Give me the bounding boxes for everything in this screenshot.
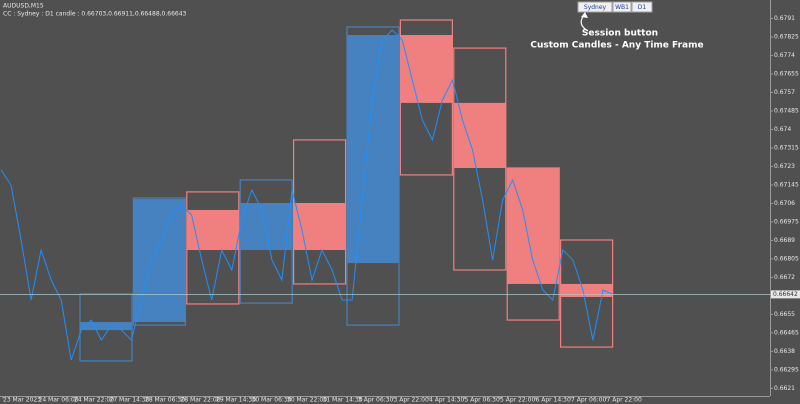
candle-body	[453, 102, 506, 168]
y-tick-label: 0.67145	[774, 181, 799, 188]
button[interactable]	[577, 1, 613, 13]
indicator-label: CC : Sydney : D1 candle : 0.66703,0.6691…	[3, 11, 187, 18]
x-tick-label: 30 Mar 22:00	[287, 397, 327, 404]
y-tick-label: 0.6638	[774, 348, 795, 355]
x-tick-label: 28 Mar 06:30	[145, 397, 185, 404]
buttons: Sydney WB1 D1	[577, 1, 653, 13]
candle-range	[453, 47, 507, 271]
y-tick-label: 0.66295	[774, 366, 799, 373]
y-tick-label: 0.66805	[774, 255, 799, 262]
annotation: Custom Candles - Any Time Frame	[530, 41, 703, 51]
annotation: Session button	[582, 29, 658, 39]
y-tick-label: 0.6774	[774, 52, 795, 59]
symbol-title: AUDUSD,M15	[3, 3, 44, 10]
y-tick-label: 0.6757	[774, 89, 795, 96]
x-tick-label: 7 Apr 06:00	[571, 397, 606, 404]
button-label[interactable]: D1	[638, 4, 647, 11]
candle-range	[79, 293, 133, 362]
x-tick-label: 3 Apr 22:00	[394, 397, 429, 404]
candle-range	[346, 26, 400, 326]
y-tick-label: 0.67485	[774, 107, 799, 114]
candle-body	[507, 167, 560, 284]
x-tick-label: 30 Mar 06:30	[252, 397, 292, 404]
candle-range	[186, 191, 240, 305]
x-tick-label: 7 Apr 22:00	[607, 397, 642, 404]
candle-range	[293, 139, 347, 285]
x-tick-label: 5 Apr 22:00	[500, 397, 535, 404]
y-tick-label: 0.66975	[774, 218, 799, 225]
x-tick-label: 27 Mar 14:30	[110, 397, 150, 404]
x-tick-label: 4 Apr 14:30	[429, 397, 464, 404]
y-tick-label: 0.67315	[774, 144, 799, 151]
y-tick-label: 0.6655	[774, 311, 795, 318]
candle-body	[400, 35, 453, 103]
x-tick-label: 28 Mar 22:00	[181, 397, 221, 404]
x-tick-label: 24 Mar 22:00	[74, 397, 114, 404]
y-tick-label: 0.66465	[774, 329, 799, 336]
candle-range	[399, 19, 453, 176]
y-tick-label: 0.6706	[774, 200, 795, 207]
candle-body	[560, 283, 613, 297]
x-tick-label: 6 Apr 14:30	[536, 397, 571, 404]
candle-range	[239, 179, 293, 304]
candle-range	[559, 239, 614, 348]
x-tick-label: 31 Mar 14:30	[323, 397, 363, 404]
y-tick-label: 0.6723	[774, 163, 795, 170]
plot-area	[0, 19, 770, 362]
y-tick-label: 0.6621	[774, 385, 795, 392]
y-tick-label: 0.6791	[774, 15, 795, 22]
candle-range	[132, 197, 186, 326]
candle-body	[293, 203, 346, 251]
y-tick-label: 0.6672	[774, 274, 795, 281]
y-tick-label: 0.67825	[774, 33, 799, 40]
button-label[interactable]: WB1	[615, 4, 629, 11]
button[interactable]	[631, 1, 653, 13]
x-tick-label: 3 Apr 06:30	[358, 397, 393, 404]
candle-body	[80, 322, 132, 331]
current-price-box	[771, 290, 800, 299]
candle-body	[347, 35, 399, 264]
y-tick-label: 0.6689	[774, 237, 795, 244]
y-tick-label: 0.67655	[774, 70, 799, 77]
price-line	[0, 29, 614, 361]
current-price-label: 0.66642	[773, 291, 798, 298]
button-label[interactable]: Sydney	[584, 4, 607, 11]
x-tick-label: 24 Mar 06:00	[39, 397, 79, 404]
candle-range	[506, 167, 560, 321]
candle-body	[240, 203, 293, 251]
x-tick-label: 23 Mar 2023	[3, 397, 41, 404]
candle-body	[133, 199, 186, 323]
y-tick-label: 0.674	[774, 126, 791, 133]
annotation-arrowhead	[581, 12, 588, 18]
button[interactable]	[612, 1, 632, 13]
x-tick-label: 29 Mar 14:30	[216, 397, 256, 404]
x-tick-label: 5 Apr 06:30	[465, 397, 500, 404]
